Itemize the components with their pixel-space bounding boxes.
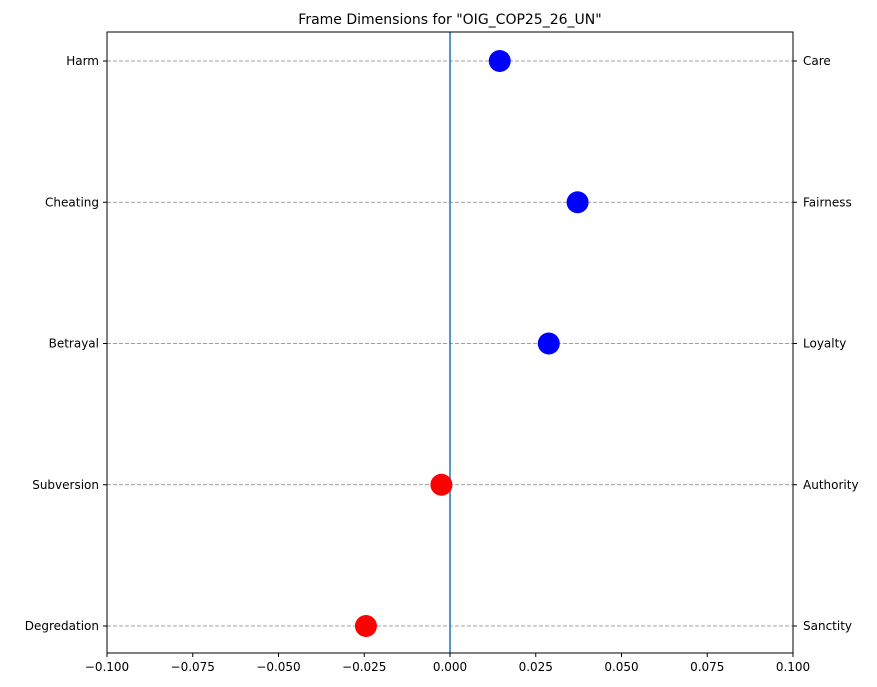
data-point <box>430 473 453 496</box>
data-points <box>354 50 589 637</box>
data-point <box>537 332 560 355</box>
y-tick-label-left: Harm <box>66 54 99 68</box>
x-tick-label: 0.075 <box>690 660 724 674</box>
y-tick-label-left: Cheating <box>45 195 99 209</box>
y-tick-label-left: Degredation <box>25 619 99 633</box>
data-point <box>488 50 511 72</box>
x-tick-label: 0.050 <box>604 660 638 674</box>
y-tick-label-left: Betrayal <box>49 337 99 351</box>
x-tick-label: 0.000 <box>433 660 467 674</box>
data-point <box>566 191 589 214</box>
y-tick-label-right: Loyalty <box>803 337 846 351</box>
y-tick-label-right: Authority <box>803 478 859 492</box>
axis-ticks: Harm Care Cheating Fairness Betrayal Loyalty S… <box>25 54 859 674</box>
y-tick-label-left: Subversion <box>32 478 99 492</box>
x-tick-label: −0.050 <box>256 660 300 674</box>
chart-title: Frame Dimensions for "OIG_COP25_26_UN" <box>298 12 601 28</box>
x-tick-label: −0.075 <box>171 660 215 674</box>
x-tick-label: 0.025 <box>519 660 553 674</box>
y-tick-label-right: Fairness <box>803 195 852 209</box>
y-tick-label-right: Care <box>803 54 831 68</box>
data-point <box>354 615 377 637</box>
x-tick-label: −0.025 <box>342 660 386 674</box>
x-tick-label: −0.100 <box>85 660 129 674</box>
x-tick-label: 0.100 <box>776 660 810 674</box>
y-tick-label-right: Sanctity <box>803 619 852 633</box>
